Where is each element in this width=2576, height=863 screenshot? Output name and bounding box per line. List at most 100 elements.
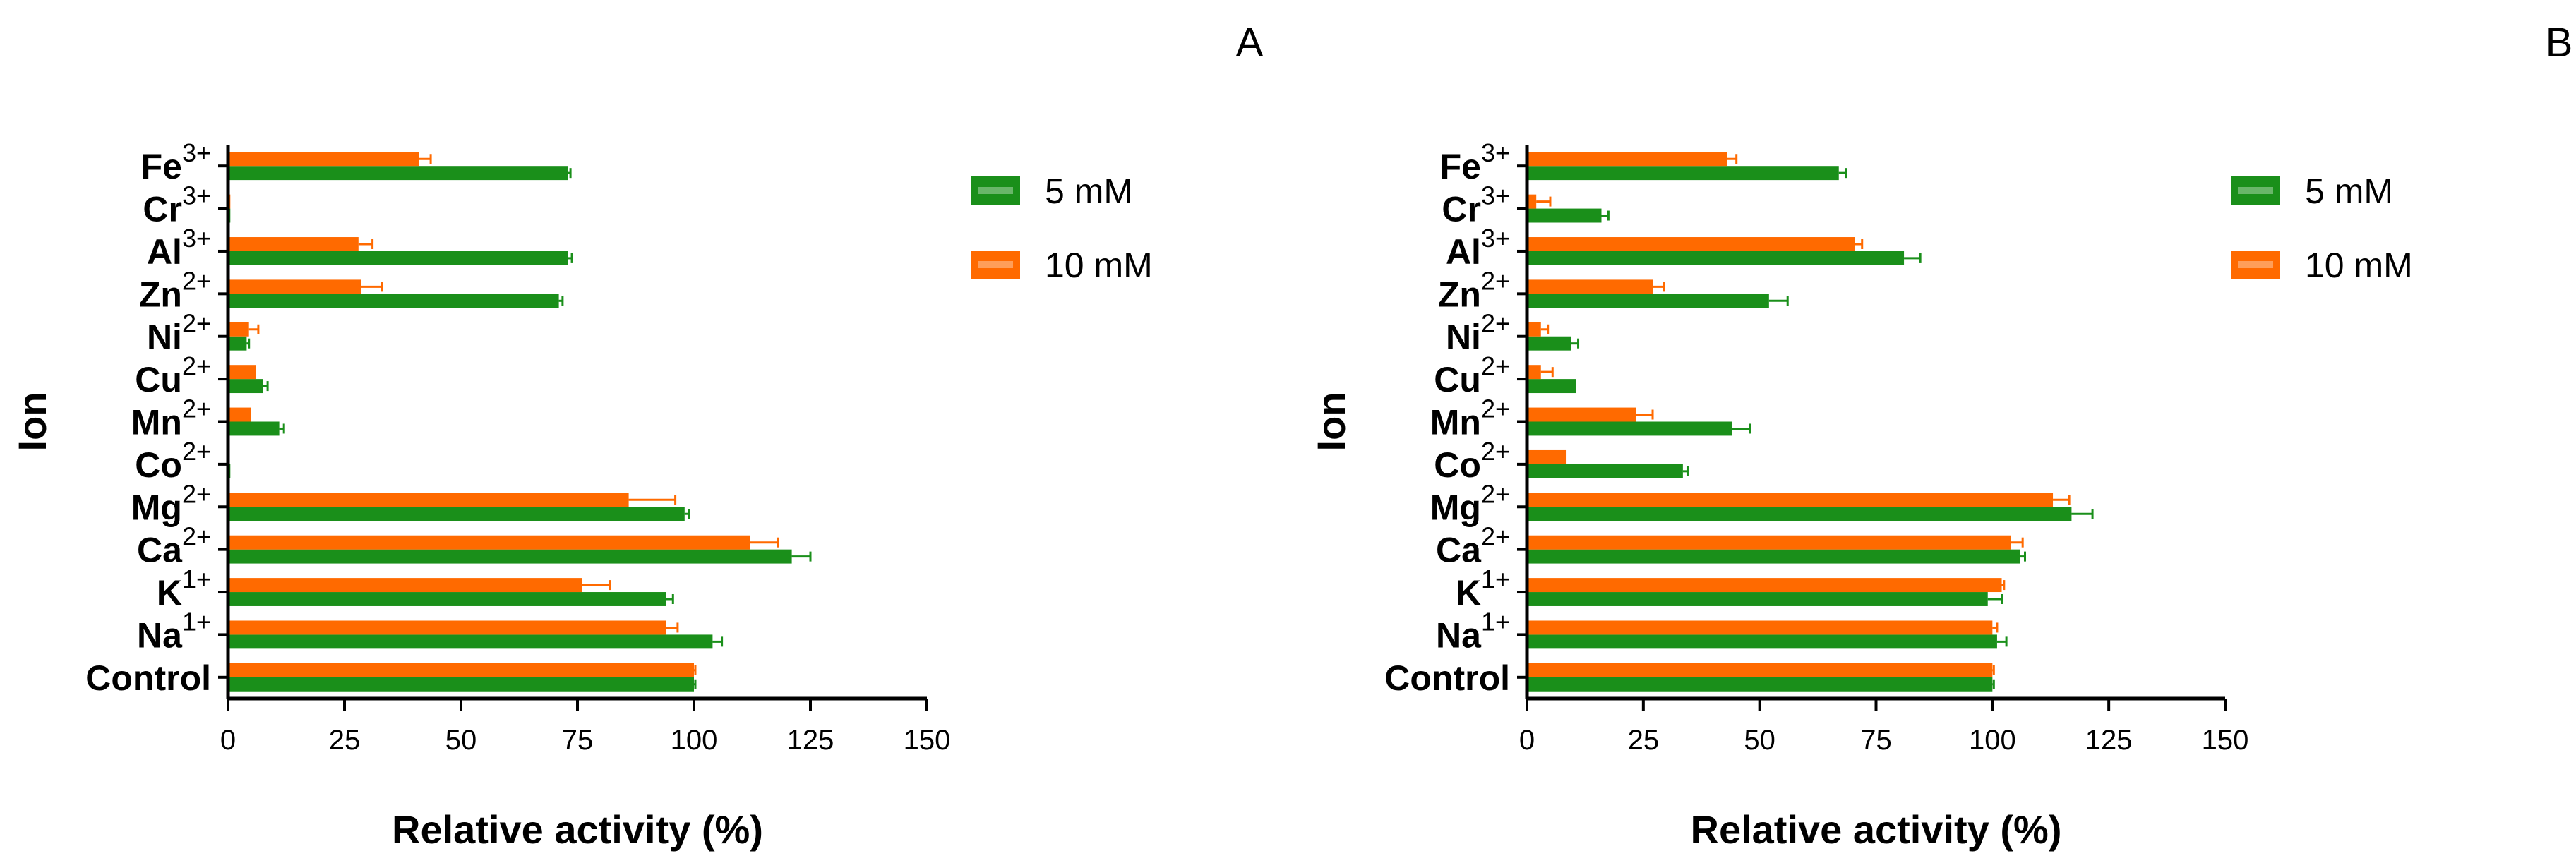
panel-b: BFe3+Cr3+Al3+Zn2+Ni2+Cu2+Mn2+Co2+Mg2+Ca2… [1309, 20, 2572, 852]
ion-charge: 2+ [182, 266, 211, 295]
x-tick-label: 75 [1860, 725, 1892, 756]
ion-symbol: Mn [1430, 403, 1481, 442]
ion-symbol: Cu [1434, 360, 1481, 399]
legend-swatch-highlight [978, 187, 1013, 194]
bar-10mm [228, 237, 359, 251]
bar-10mm [228, 365, 256, 380]
ion-charge: 2+ [1481, 266, 1510, 295]
ion-symbol: Control [85, 658, 211, 698]
y-tick-label: Control [85, 658, 211, 698]
y-tick-label: Co2+ [1434, 437, 1510, 485]
bar-10mm [1527, 407, 1636, 422]
bar-10mm [1527, 620, 1993, 635]
bar-10mm [228, 493, 629, 507]
ion-symbol: Al [147, 232, 182, 272]
bar-5mm [1527, 336, 1571, 351]
x-tick-label: 0 [220, 725, 236, 756]
bar-5mm [228, 379, 263, 394]
ion-charge: 2+ [1481, 394, 1510, 423]
y-tick-label: Mn2+ [131, 394, 211, 442]
ion-symbol: Na [137, 615, 183, 655]
x-tick-label: 125 [787, 725, 834, 756]
bar-5mm [1527, 294, 1769, 308]
legend-label: 10 mM [1045, 246, 1153, 285]
bar-5mm [228, 251, 568, 265]
legend-swatch [971, 176, 1020, 205]
ion-symbol: Ca [1436, 531, 1482, 570]
bar-5mm [1527, 421, 1732, 436]
x-tick-label: 100 [671, 725, 718, 756]
y-tick-label: Zn2+ [139, 266, 211, 314]
x-tick-label: 150 [904, 725, 951, 756]
x-tick-label: 75 [562, 725, 594, 756]
bar-5mm [1527, 166, 1839, 181]
y-tick-label: Cu2+ [135, 351, 211, 399]
ion-charge: 2+ [182, 522, 211, 551]
legend-swatch-highlight [2238, 261, 2273, 268]
y-tick-label: Co2+ [135, 437, 211, 485]
ion-symbol: Ni [1446, 318, 1481, 357]
bar-5mm [1527, 251, 1905, 265]
y-tick-label: Cr3+ [1442, 181, 1510, 229]
ion-charge: 2+ [182, 351, 211, 380]
bar-10mm [1527, 194, 1537, 209]
bar-5mm [228, 507, 685, 521]
x-tick-label: 0 [1519, 725, 1535, 756]
bar-10mm [228, 578, 582, 593]
bar-10mm [1527, 279, 1653, 294]
bar-5mm [228, 336, 247, 351]
ion-symbol: Co [135, 445, 182, 485]
bar-5mm [1527, 592, 1988, 606]
bar-10mm [228, 535, 750, 550]
ion-symbol: Co [1434, 445, 1481, 485]
legend-swatch [2231, 176, 2280, 205]
y-tick-label: Ni2+ [147, 309, 211, 357]
ion-symbol: K [157, 573, 182, 612]
ion-symbol: Na [1436, 615, 1482, 655]
x-tick-label: 50 [1744, 725, 1775, 756]
y-axis-label: Ion [10, 392, 54, 452]
bar-10mm [228, 407, 251, 422]
ion-symbol: Zn [139, 274, 182, 314]
y-tick-label: Mn2+ [1430, 394, 1510, 442]
legend-label: 5 mM [1045, 171, 1133, 211]
ion-charge: 2+ [1481, 437, 1510, 466]
ion-symbol: Al [1446, 232, 1481, 272]
panel-label: B [2546, 20, 2573, 66]
bar-5mm [228, 294, 559, 308]
y-tick-label: Ni2+ [1446, 309, 1510, 357]
ion-symbol: Cu [135, 360, 182, 399]
ion-symbol: Fe [1440, 147, 1481, 186]
bar-10mm [228, 322, 249, 337]
ion-charge: 3+ [182, 224, 211, 253]
ion-symbol: Zn [1438, 274, 1481, 314]
ion-symbol: Mn [131, 403, 182, 442]
ion-symbol: Fe [141, 147, 182, 186]
x-axis-label: Relative activity (%) [1691, 807, 2062, 852]
ion-symbol: Ni [147, 318, 182, 357]
ion-charge: 3+ [182, 138, 211, 167]
ion-charge: 3+ [1481, 138, 1510, 167]
ion-symbol: Mg [131, 488, 182, 527]
y-tick-label: K1+ [157, 565, 211, 612]
legend-label: 10 mM [2305, 246, 2413, 285]
ion-charge: 2+ [182, 437, 211, 466]
y-tick-label: Cu2+ [1434, 351, 1510, 399]
x-tick-label: 125 [2085, 725, 2133, 756]
ion-charge: 1+ [182, 565, 211, 593]
ion-charge: 3+ [1481, 224, 1510, 253]
bar-10mm [1527, 152, 1727, 167]
bar-10mm [228, 620, 666, 635]
y-tick-label: Ca2+ [1436, 522, 1510, 570]
ion-charge: 1+ [1481, 607, 1510, 636]
panel-a: AFe3+Cr3+Al3+Zn2+Ni2+Cu2+Mn2+Co2+Mg2+Ca2… [10, 20, 1264, 852]
ion-charge: 2+ [182, 309, 211, 338]
bar-5mm [228, 549, 792, 564]
legend-swatch [2231, 251, 2280, 279]
y-tick-label: Na1+ [137, 607, 211, 655]
bar-5mm [228, 166, 568, 181]
y-tick-label: Al3+ [1446, 224, 1510, 272]
y-tick-label: Zn2+ [1438, 266, 1510, 314]
bar-5mm [1527, 464, 1683, 478]
y-axis-label: Ion [1309, 392, 1353, 452]
